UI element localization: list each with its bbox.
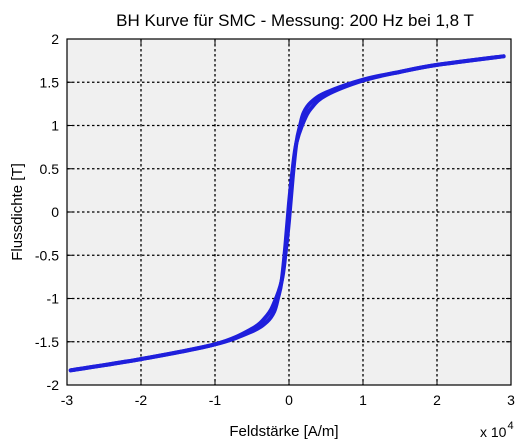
x-tick-label: 0 xyxy=(285,392,293,408)
series xyxy=(68,54,506,373)
y-axis-label: Flussdichte [T] xyxy=(9,163,26,261)
x-tick-label: -2 xyxy=(135,392,148,408)
x-tick-label: -1 xyxy=(209,392,222,408)
x-tick-label: -3 xyxy=(61,392,74,408)
y-tick-label: 0.5 xyxy=(40,161,60,177)
x-axis-multiplier: x 104 xyxy=(480,420,514,440)
series-line-ascending xyxy=(68,54,506,373)
plot-frame xyxy=(66,38,512,386)
x-tick-label: 2 xyxy=(433,392,441,408)
y-tick-label: -1 xyxy=(47,291,60,307)
y-tick-label: -0.5 xyxy=(35,247,59,263)
x-axis-label: Feldstärke [A/m] xyxy=(229,423,338,440)
tick-labels: -3 -2 -1 0 1 2 3-2-1.5-1-0.500.511.52 xyxy=(35,31,515,408)
y-tick-label: -1.5 xyxy=(35,334,59,350)
x-axis-multiplier-base: x 10 xyxy=(480,424,507,440)
y-tick-label: 0 xyxy=(51,204,59,220)
x-tick-label: 3 xyxy=(507,392,515,408)
y-tick-label: 2 xyxy=(51,31,59,47)
x-tick-label: 1 xyxy=(359,392,367,408)
y-tick-label: -2 xyxy=(47,377,60,393)
y-tick-label: 1 xyxy=(51,118,59,134)
chart-title: BH Kurve für SMC - Messung: 200 Hz bei 1… xyxy=(116,11,474,30)
x-axis-multiplier-exponent: 4 xyxy=(507,420,513,432)
y-tick-label: 1.5 xyxy=(40,74,60,90)
